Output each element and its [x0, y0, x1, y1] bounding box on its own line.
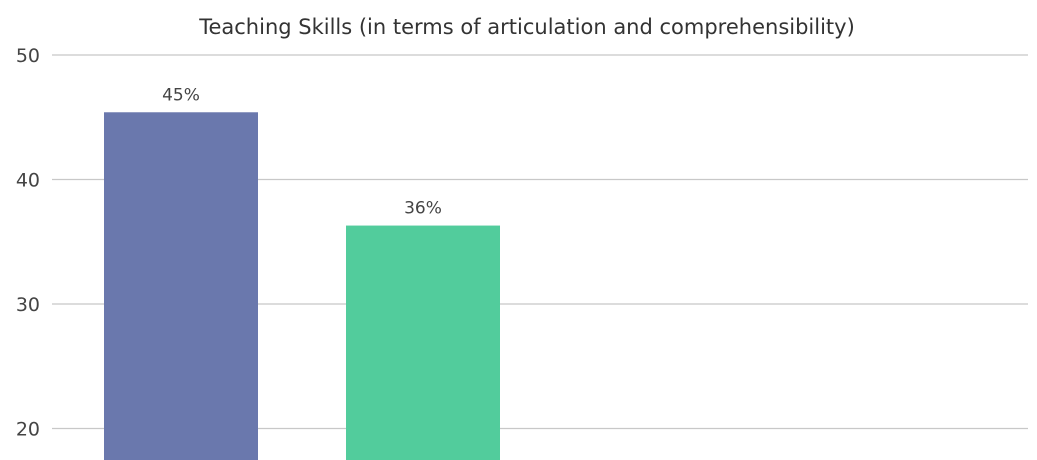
y-axis-ticks: 20 30 40 50 — [16, 45, 40, 441]
data-label-2: 36% — [404, 199, 442, 219]
bars — [104, 112, 500, 460]
y-tick-label: 50 — [16, 45, 40, 67]
bar-2 — [346, 225, 500, 460]
data-label-1: 45% — [162, 85, 200, 105]
y-tick-label: 30 — [16, 294, 40, 316]
y-tick-label: 40 — [16, 170, 40, 192]
data-labels: 45% 36% — [162, 85, 442, 218]
bar-1 — [104, 112, 258, 460]
y-tick-label: 20 — [16, 419, 40, 441]
chart-title: Teaching Skills (in terms of articulatio… — [198, 15, 855, 39]
